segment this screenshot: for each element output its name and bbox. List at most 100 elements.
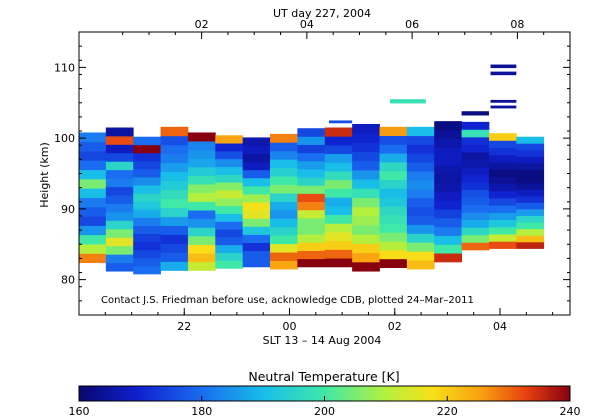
heatmap-cell xyxy=(488,241,517,249)
heatmap-cell xyxy=(242,226,271,235)
heatmap-cell xyxy=(434,165,462,175)
heatmap-cell xyxy=(133,249,161,259)
heatmap-cell xyxy=(215,158,244,167)
heatmap-cell xyxy=(133,193,161,202)
heatmap-cell xyxy=(215,237,244,246)
heatmap-cell xyxy=(297,209,326,219)
heatmap-cell xyxy=(160,198,189,208)
heatmap-cell xyxy=(488,176,517,185)
heatmap-cells xyxy=(79,121,545,275)
heatmap-cell xyxy=(270,167,298,177)
heatmap-cell xyxy=(215,143,244,152)
heatmap-cell xyxy=(434,121,462,131)
heatmap-cell xyxy=(242,145,271,154)
heatmap-cell xyxy=(406,153,435,163)
heatmap-cell xyxy=(352,188,380,198)
heatmap-cell xyxy=(352,206,380,217)
heatmap-cell xyxy=(379,126,408,137)
top-tick-label: 02 xyxy=(195,18,209,31)
heatmap-cell xyxy=(516,222,545,230)
heatmap-cell xyxy=(434,156,462,166)
heatmap-cell xyxy=(324,162,353,172)
heatmap-cell xyxy=(379,223,408,233)
heatmap-cell xyxy=(187,132,216,142)
heatmap-cell xyxy=(270,201,298,211)
colorbar-title: Neutral Temperature [K] xyxy=(248,369,399,384)
heatmap-cell xyxy=(488,198,517,206)
heatmap-cell xyxy=(379,170,408,180)
heatmap-cell xyxy=(324,197,353,207)
colorbar-tick-label: 220 xyxy=(437,405,458,418)
heatmap-cell xyxy=(133,225,161,234)
heatmap-cell xyxy=(105,178,134,188)
heatmap-cell xyxy=(242,250,271,260)
heatmap-cell xyxy=(324,144,353,155)
heatmap-cell xyxy=(516,202,545,210)
top-axis-title: UT day 227, 2004 xyxy=(273,7,371,20)
heatmap-cell xyxy=(352,151,380,162)
heatmap-cell xyxy=(187,166,216,176)
heatmap-cell xyxy=(379,135,408,145)
heatmap-cell xyxy=(516,143,545,151)
heatmap-cell xyxy=(461,167,490,175)
heatmap-cell xyxy=(187,175,216,185)
heatmap-cell xyxy=(187,141,216,151)
heatmap-cell xyxy=(406,171,435,181)
heatmap-cell xyxy=(187,149,216,159)
heatmap-cell xyxy=(105,161,134,171)
heatmap-layer xyxy=(490,105,517,109)
heatmap-cell xyxy=(516,169,545,177)
heatmap-cell xyxy=(406,180,435,190)
heatmap-cell xyxy=(488,205,517,213)
bottom-tick-label: 02 xyxy=(388,320,402,333)
bottom-tick-label: 04 xyxy=(493,320,507,333)
heatmap-cell xyxy=(105,220,134,230)
heatmap-cell xyxy=(160,180,189,191)
heatmap-cell xyxy=(297,128,326,137)
heatmap-cell xyxy=(242,218,271,227)
heatmap-layer xyxy=(390,99,426,104)
heatmap-cell xyxy=(79,216,107,226)
heatmap-cell xyxy=(242,210,271,219)
heatmap-cell xyxy=(215,190,244,199)
heatmap-cell xyxy=(242,185,271,195)
heatmap-cell xyxy=(406,135,435,145)
heatmap-cell xyxy=(406,242,435,252)
heatmap-cell xyxy=(79,151,107,161)
heatmap-cell xyxy=(133,257,161,267)
heatmap-cell xyxy=(297,136,326,145)
heatmap-cell xyxy=(516,241,545,249)
heatmap-cell xyxy=(406,144,435,154)
heatmap-cell xyxy=(379,153,408,163)
heatmap-cell xyxy=(324,188,353,198)
heatmap-cell xyxy=(488,183,517,192)
heatmap-cell xyxy=(242,169,271,179)
heatmap-cell xyxy=(461,204,490,213)
heatmap-cell xyxy=(133,169,161,178)
heatmap-cell xyxy=(461,197,490,206)
heatmap-cell xyxy=(187,235,216,245)
heatmap-cell xyxy=(297,201,326,211)
heatmap-cell xyxy=(297,152,326,162)
heatmap-cell xyxy=(461,129,490,138)
heatmap-cell xyxy=(434,253,462,263)
bottom-axis-title: SLT 13 – 14 Aug 2004 xyxy=(263,334,382,347)
heatmap-cell xyxy=(352,234,380,244)
heatmap-layer xyxy=(328,120,353,124)
heatmap-cell xyxy=(133,201,161,210)
heatmap-cell xyxy=(79,160,107,171)
heatmap-cell xyxy=(461,121,490,130)
heatmap-cell xyxy=(406,224,435,234)
heatmap-cell xyxy=(434,217,462,228)
heatmap-cell xyxy=(352,261,380,272)
heatmap-cell xyxy=(133,185,161,194)
heatmap-cell xyxy=(352,179,380,189)
heatmap-cell xyxy=(434,173,462,184)
heatmap-cell xyxy=(461,151,490,160)
heatmap-cell xyxy=(270,150,298,160)
top-tick-label: 08 xyxy=(510,18,524,31)
heatmap-cell xyxy=(434,191,462,201)
heatmap-cell xyxy=(434,244,462,254)
heatmap-cell xyxy=(105,212,134,221)
